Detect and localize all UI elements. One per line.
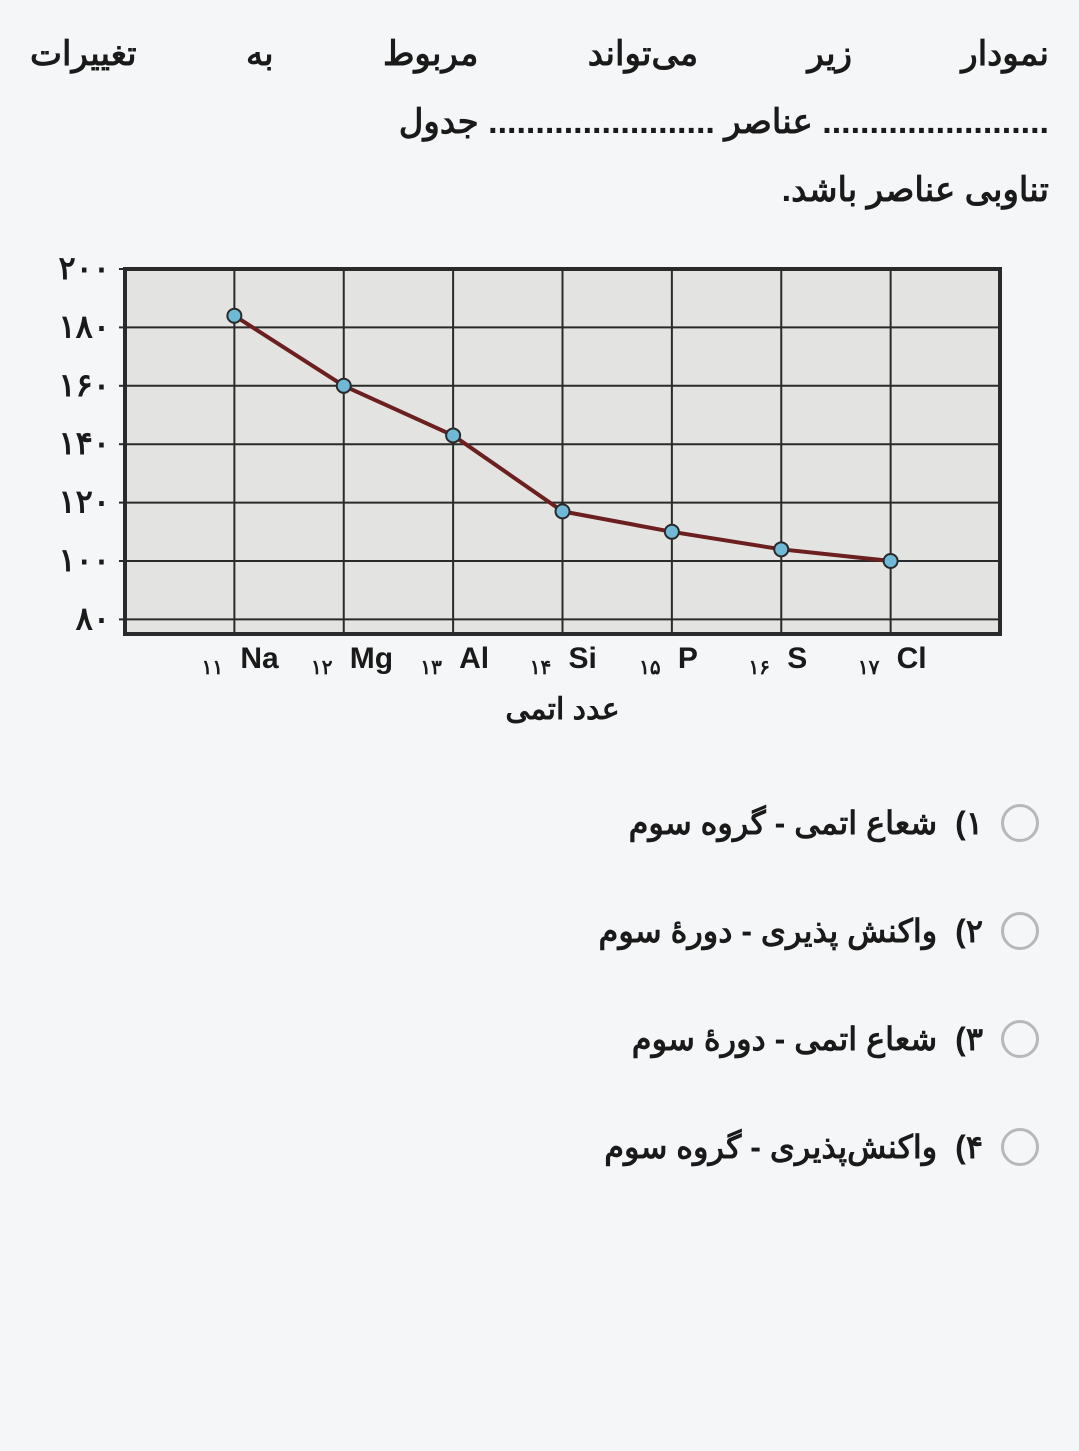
svg-text:۱۰۰: ۱۰۰ xyxy=(58,542,110,578)
svg-text:Al: Al xyxy=(459,642,489,675)
question-line3: تناوبی عناصر باشد. xyxy=(30,156,1049,224)
option-text: واکنش‌پذیری - گروه سوم xyxy=(604,1128,937,1166)
option-text: شعاع اتمی - گروه سوم xyxy=(629,804,938,842)
q-word: تغییرات xyxy=(30,20,137,88)
svg-text:۱۴۰: ۱۴۰ xyxy=(58,425,110,461)
question-line2: ........................ عناصر .........… xyxy=(30,88,1049,156)
option-text: شعاع اتمی - دورهٔ سوم xyxy=(632,1020,937,1058)
option-number: ۳) xyxy=(955,1020,983,1058)
option-2[interactable]: ۲) واکنش پذیری - دورهٔ سوم xyxy=(30,912,1039,950)
q-word: به xyxy=(246,20,274,88)
option-text: واکنش پذیری - دورهٔ سوم xyxy=(599,912,938,950)
svg-text:۱۱: ۱۱ xyxy=(202,657,223,679)
option-4[interactable]: ۴) واکنش‌پذیری - گروه سوم xyxy=(30,1128,1039,1166)
radio-icon[interactable] xyxy=(1001,804,1039,842)
options-list: ۱) شعاع اتمی - گروه سوم ۲) واکنش پذیری -… xyxy=(30,804,1049,1166)
svg-text:۱۵: ۱۵ xyxy=(639,657,661,679)
svg-text:۱۷: ۱۷ xyxy=(858,657,880,679)
radio-icon[interactable] xyxy=(1001,1128,1039,1166)
atomic-radius-chart: ۸۰ ۱۰۰ ۱۲۰ ۱۴۰ ۱۶۰ ۱۸۰ ۲۰۰ ۱۱ Na ۱۲ Mg ۱۳ Al ۱۴ Si ۱۵ P ۱… xyxy=(30,254,1030,744)
option-number: ۴) xyxy=(955,1128,983,1166)
svg-text:Si: Si xyxy=(569,642,597,675)
svg-text:عدد اتمی: عدد اتمی xyxy=(505,693,619,726)
svg-text:۱۶: ۱۶ xyxy=(749,657,770,679)
svg-text:۸۰: ۸۰ xyxy=(76,600,110,636)
question-line1: نمودار زیر می‌تواند مربوط به تغییرات xyxy=(30,20,1049,88)
svg-text:۱۲: ۱۲ xyxy=(311,657,333,679)
svg-text:Mg: Mg xyxy=(350,642,393,675)
radio-icon[interactable] xyxy=(1001,912,1039,950)
chart-container: ۸۰ ۱۰۰ ۱۲۰ ۱۴۰ ۱۶۰ ۱۸۰ ۲۰۰ ۱۱ Na ۱۲ Mg ۱۳ Al ۱۴ Si ۱۵ P ۱… xyxy=(30,254,1049,744)
option-3[interactable]: ۳) شعاع اتمی - دورهٔ سوم xyxy=(30,1020,1039,1058)
q-word: نمودار xyxy=(961,20,1049,88)
q-word: مربوط xyxy=(383,20,478,88)
option-number: ۱) xyxy=(955,804,983,842)
svg-text:۱۸۰: ۱۸۰ xyxy=(58,308,110,344)
svg-text:Cl: Cl xyxy=(897,642,927,675)
option-number: ۲) xyxy=(955,912,983,950)
svg-text:۱۳: ۱۳ xyxy=(420,657,442,679)
q-word: می‌تواند xyxy=(588,20,698,88)
svg-text:S: S xyxy=(787,642,807,675)
svg-text:Na: Na xyxy=(240,642,279,675)
option-1[interactable]: ۱) شعاع اتمی - گروه سوم xyxy=(30,804,1039,842)
svg-text:P: P xyxy=(678,642,698,675)
radio-icon[interactable] xyxy=(1001,1020,1039,1058)
svg-text:۲۰۰: ۲۰۰ xyxy=(58,254,110,286)
svg-text:۱۴: ۱۴ xyxy=(530,657,551,679)
question-text: نمودار زیر می‌تواند مربوط به تغییرات ...… xyxy=(30,20,1049,224)
q-word: زیر xyxy=(807,20,852,88)
svg-text:۱۲۰: ۱۲۰ xyxy=(58,484,110,520)
svg-text:۱۶۰: ۱۶۰ xyxy=(58,367,110,403)
